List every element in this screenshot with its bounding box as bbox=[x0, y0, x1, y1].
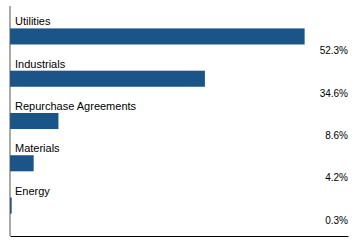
bar bbox=[10, 113, 58, 129]
category-label: Materials bbox=[15, 142, 60, 154]
data-label: 34.6% bbox=[320, 88, 348, 99]
bar bbox=[10, 28, 305, 44]
category-label: Utilities bbox=[15, 15, 51, 27]
chart: Energy Materials Repurchase Agreements Indu… bbox=[0, 0, 360, 246]
category-label: Industrials bbox=[15, 58, 66, 70]
labels: Energy Materials Repurchase Agreements Indu… bbox=[15, 15, 348, 225]
plot: Energy Materials Repurchase Agreements Indu… bbox=[10, 6, 349, 237]
bars bbox=[10, 28, 305, 213]
data-label: 0.3% bbox=[325, 215, 348, 226]
data-label: 4.2% bbox=[325, 172, 348, 183]
y-axis-line bbox=[10, 6, 11, 236]
data-label: 8.6% bbox=[325, 130, 348, 141]
bar bbox=[10, 71, 205, 87]
category-label: Repurchase Agreements bbox=[15, 100, 137, 112]
data-label: 52.3% bbox=[320, 45, 348, 56]
bar bbox=[10, 155, 34, 171]
x-axis-line bbox=[11, 236, 349, 237]
x-axis bbox=[11, 236, 349, 237]
category-label: Energy bbox=[15, 185, 50, 197]
